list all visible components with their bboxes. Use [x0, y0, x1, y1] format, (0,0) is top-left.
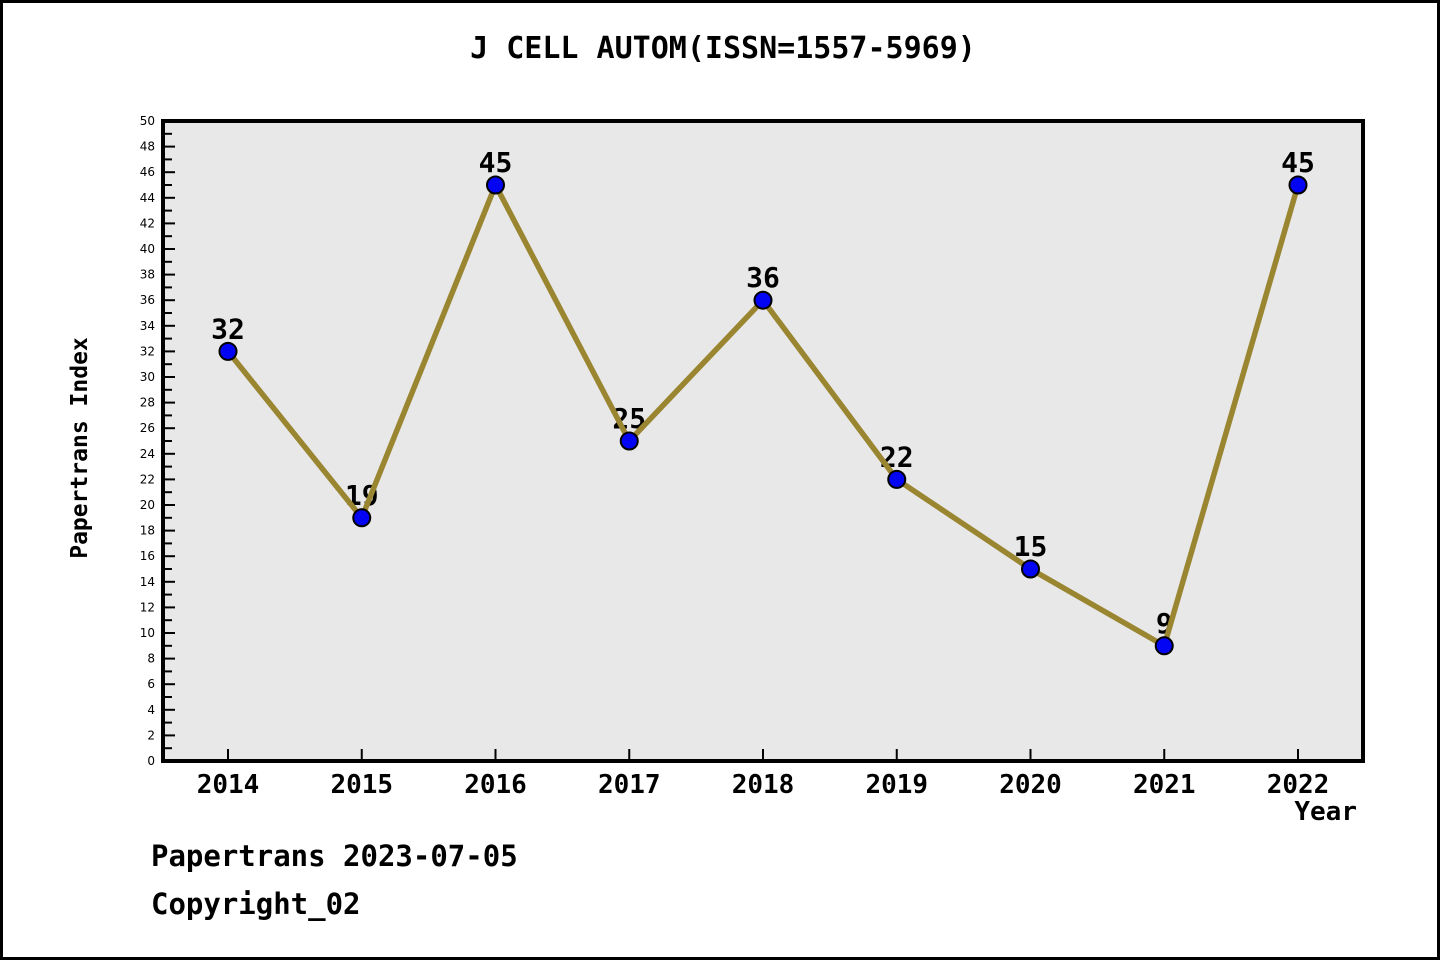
plot-frame — [161, 119, 1365, 763]
y-tick-label: 36 — [140, 293, 155, 307]
plot-area — [163, 121, 1363, 761]
y-tick-label: 50 — [140, 114, 155, 128]
x-axis-label: Year — [1294, 797, 1357, 827]
point-label: 36 — [746, 261, 780, 294]
x-tick-label: 2014 — [197, 770, 260, 800]
y-tick-label: 32 — [140, 344, 155, 358]
y-tick-label: 40 — [140, 242, 155, 256]
data-point — [753, 290, 773, 310]
data-point — [619, 431, 639, 451]
y-tick-label: 2 — [147, 728, 155, 742]
y-tick-label: 18 — [140, 524, 155, 538]
point-label: 45 — [1281, 146, 1315, 179]
y-tick-label: 34 — [140, 319, 155, 333]
x-tick-label: 2022 — [1267, 770, 1330, 800]
x-tick-label: 2016 — [464, 770, 527, 800]
y-tick-label: 42 — [140, 216, 155, 230]
chart-title: J CELL AUTOM(ISSN=1557-5969) — [470, 31, 976, 66]
y-tick-label: 22 — [140, 472, 155, 486]
point-label: 22 — [880, 440, 914, 473]
y-tick-label: 44 — [140, 191, 155, 205]
point-label: 15 — [1014, 530, 1048, 563]
y-tick-label: 30 — [140, 370, 155, 384]
y-tick-label: 10 — [140, 626, 155, 640]
y-tick-label: 14 — [140, 575, 155, 589]
point-label: 45 — [479, 146, 513, 179]
y-tick-label: 24 — [140, 447, 155, 461]
y-tick-label: 46 — [140, 165, 155, 179]
x-tick-label: 2020 — [999, 770, 1062, 800]
y-tick-label: 16 — [140, 549, 155, 563]
x-tick-label: 2021 — [1133, 770, 1196, 800]
y-tick-label: 4 — [147, 703, 155, 717]
point-label: 32 — [211, 312, 245, 345]
x-tick-label: 2015 — [330, 770, 393, 800]
data-point — [486, 175, 505, 195]
y-tick-label: 48 — [140, 140, 155, 154]
data-point — [1288, 175, 1308, 195]
y-tick-label: 0 — [147, 754, 155, 768]
y-tick-label: 20 — [140, 498, 155, 512]
data-point — [1021, 559, 1040, 579]
chart-canvas: 0246810121416182022242628303234363840424… — [140, 114, 1365, 800]
y-tick-label: 12 — [140, 600, 155, 614]
y-tick-label: 28 — [140, 396, 155, 410]
data-point — [352, 508, 372, 528]
data-point — [887, 469, 907, 489]
y-tick-label: 38 — [140, 268, 155, 282]
footer-copyright: Copyright_02 — [151, 887, 361, 921]
x-tick-label: 2019 — [865, 770, 928, 800]
x-tick-label: 2018 — [732, 770, 795, 800]
y-tick-label: 6 — [147, 677, 155, 691]
data-point — [1154, 636, 1174, 656]
footer-source-date: Papertrans 2023-07-05 — [151, 839, 518, 873]
y-tick-label: 26 — [140, 421, 155, 435]
x-tick-label: 2017 — [598, 770, 661, 800]
y-tick-label: 8 — [147, 652, 155, 666]
data-point — [218, 341, 238, 361]
